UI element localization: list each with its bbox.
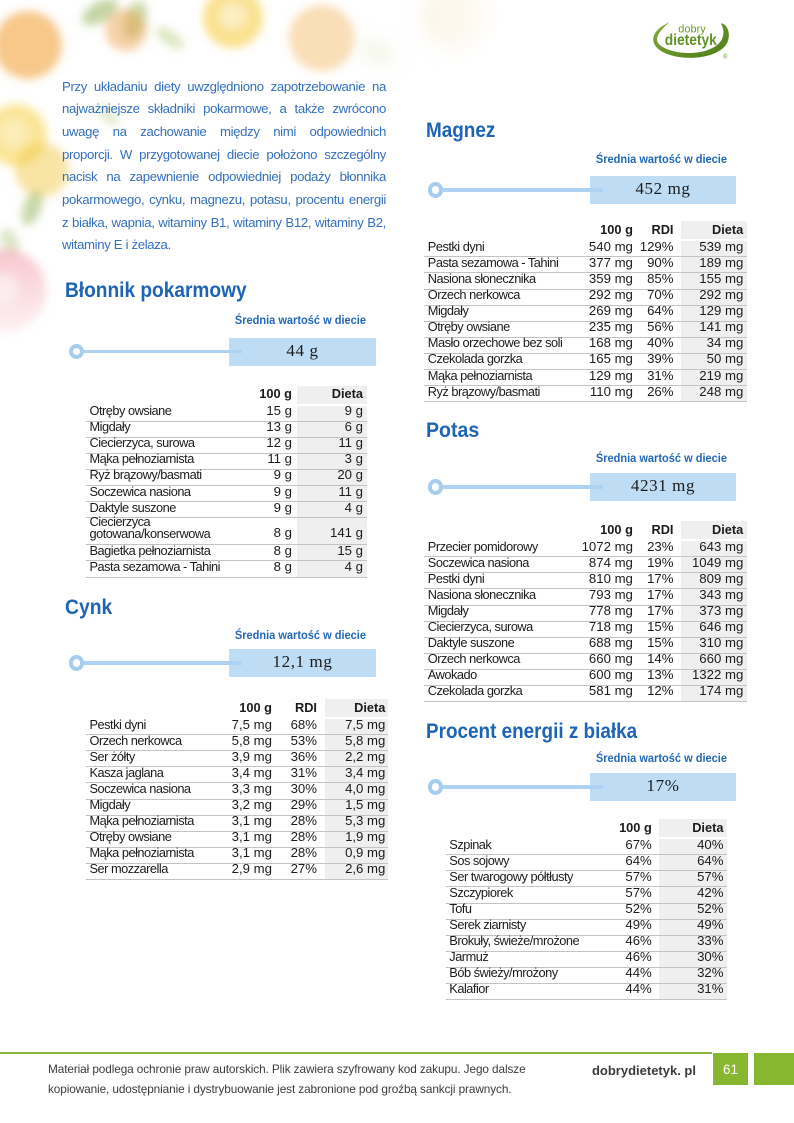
svg-text:®: ®	[723, 54, 728, 61]
svg-text:dobry: dobry	[678, 23, 706, 35]
svg-text:dietetyk: dietetyk	[665, 32, 717, 49]
